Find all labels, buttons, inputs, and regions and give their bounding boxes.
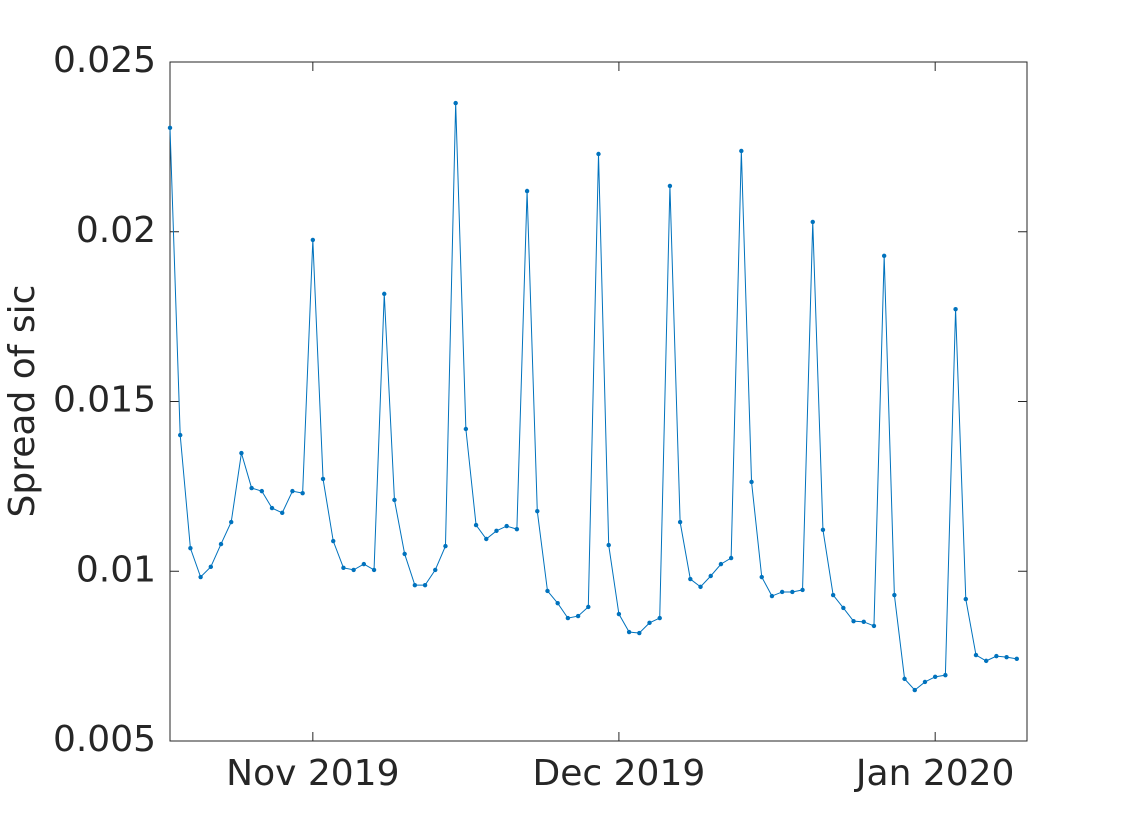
series-line — [169, 103, 1017, 691]
data-point — [208, 564, 214, 570]
data-point — [820, 527, 826, 533]
data-point — [361, 561, 367, 567]
data-point — [269, 505, 275, 511]
data-point — [433, 567, 438, 573]
data-point — [769, 593, 775, 599]
data-point — [167, 125, 173, 131]
data-point — [943, 672, 948, 678]
data-point — [698, 584, 703, 590]
data-point — [565, 615, 571, 621]
data-point — [932, 674, 938, 680]
data-point — [728, 555, 734, 561]
data-point — [402, 551, 407, 557]
data-point — [586, 604, 591, 610]
data-point — [881, 253, 887, 259]
y-tick-label: 0.02 — [76, 210, 156, 251]
data-point — [453, 100, 458, 106]
data-point — [647, 620, 652, 626]
data-point — [749, 479, 754, 485]
data-point — [463, 426, 469, 432]
data-point — [259, 488, 265, 494]
data-point — [677, 519, 683, 525]
data-point — [892, 592, 897, 598]
data-point — [902, 676, 907, 682]
data-point — [779, 589, 785, 595]
data-point — [514, 526, 520, 532]
data-point — [810, 219, 815, 225]
data-point — [371, 567, 377, 573]
data-point — [310, 237, 316, 243]
data-point — [484, 536, 489, 542]
data-point — [667, 183, 673, 189]
data-point — [392, 497, 397, 503]
data-point — [218, 541, 224, 547]
data-point — [912, 687, 917, 693]
data-point — [657, 615, 662, 621]
data-point — [637, 630, 642, 636]
data-point — [994, 653, 999, 659]
data-point — [739, 148, 744, 154]
data-point — [280, 510, 285, 516]
data-point — [596, 151, 601, 157]
data-point — [953, 306, 958, 312]
data-point — [830, 592, 836, 598]
data-point — [188, 545, 193, 551]
data-point — [504, 523, 509, 529]
data-point — [800, 587, 805, 593]
data-point — [606, 542, 611, 548]
data-point — [300, 490, 305, 496]
data-point — [973, 652, 979, 658]
data-point — [229, 519, 234, 525]
data-point — [851, 618, 856, 624]
data-point — [616, 611, 622, 617]
y-tick-label: 0.01 — [76, 549, 156, 590]
data-point — [983, 658, 989, 664]
data-point — [249, 485, 254, 491]
data-point — [341, 565, 346, 571]
data-point — [688, 576, 693, 582]
data-point — [718, 561, 724, 567]
data-point — [320, 476, 326, 482]
data-point — [922, 679, 928, 685]
y-tick-label: 0.015 — [53, 380, 156, 421]
data-point — [759, 574, 764, 580]
data-point — [198, 574, 203, 580]
data-point — [473, 522, 479, 528]
data-point — [351, 567, 356, 573]
x-tick-label: Nov 2019 — [226, 753, 399, 794]
data-point — [290, 488, 295, 494]
data-point — [841, 605, 846, 611]
data-point — [494, 528, 499, 534]
data-point — [178, 432, 183, 438]
y-tick-label: 0.025 — [53, 40, 156, 81]
data-point — [575, 613, 581, 619]
data-point — [524, 188, 530, 194]
data-point — [443, 543, 448, 549]
data-point — [708, 573, 713, 579]
data-point — [1014, 656, 1019, 662]
y-axis-label: Spread of sic — [2, 285, 43, 518]
data-point — [1004, 654, 1009, 660]
data-point — [535, 508, 540, 514]
x-tick-label: Dec 2019 — [533, 753, 706, 794]
data-point — [790, 589, 795, 595]
data-point — [422, 582, 428, 588]
data-point — [555, 600, 560, 606]
data-point — [861, 619, 866, 625]
data-point — [963, 596, 968, 602]
data-point — [331, 538, 336, 544]
data-point — [239, 450, 244, 456]
x-tick-label: Jan 2020 — [854, 753, 1015, 794]
data-point — [626, 629, 632, 635]
data-point — [412, 582, 418, 588]
data-point — [871, 623, 877, 629]
data-point — [382, 291, 387, 297]
data-point — [545, 588, 550, 594]
y-tick-label: 0.005 — [53, 719, 156, 760]
